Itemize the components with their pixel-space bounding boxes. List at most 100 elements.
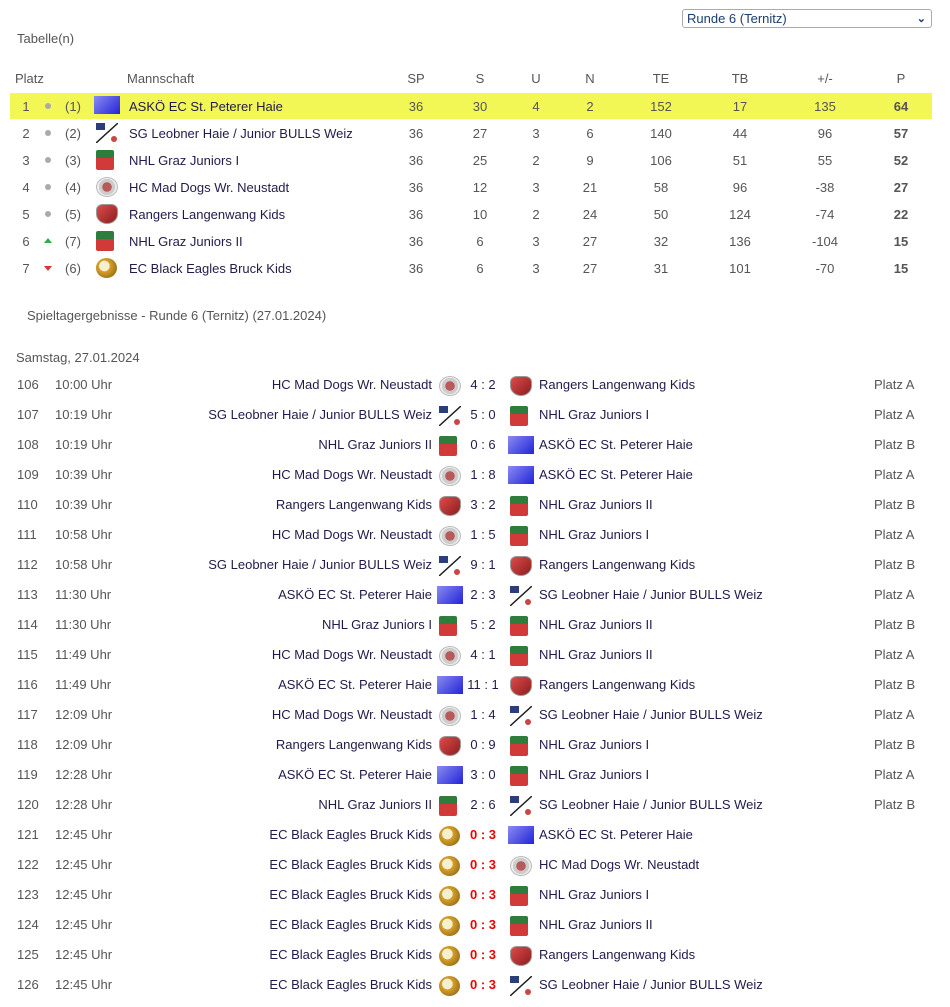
- match-row: 106 10:00 Uhr HC Mad Dogs Wr. Neustadt 4 : …: [0, 376, 950, 407]
- home-team-logo-icon: [439, 496, 461, 516]
- away-team[interactable]: Rangers Langenwang Kids: [539, 677, 696, 692]
- match-number: 115: [17, 647, 38, 662]
- stat-u: 3: [532, 180, 540, 195]
- match-time: 12:09 Uhr: [55, 737, 113, 752]
- away-team[interactable]: SG Leobner Haie / Junior BULLS Weiz: [539, 977, 763, 992]
- away-team[interactable]: NHL Graz Juniors I: [539, 407, 650, 422]
- position: 2: [22, 126, 30, 141]
- stat-te: 152: [650, 99, 672, 114]
- home-team[interactable]: SG Leobner Haie / Junior BULLS Weiz: [208, 557, 432, 572]
- points: 57: [893, 126, 909, 141]
- home-team-logo-icon: [439, 976, 460, 996]
- match-score: 4 : 1: [470, 647, 496, 662]
- trend-up-icon: [44, 238, 52, 243]
- field: Platz B: [874, 557, 916, 572]
- away-team[interactable]: ASKÖ EC St. Peterer Haie: [539, 437, 693, 452]
- away-team[interactable]: NHL Graz Juniors I: [539, 887, 650, 902]
- field: Platz A: [874, 377, 915, 392]
- away-team[interactable]: SG Leobner Haie / Junior BULLS Weiz: [539, 797, 763, 812]
- away-team[interactable]: NHL Graz Juniors II: [539, 647, 653, 662]
- away-team-logo-icon: [510, 706, 532, 726]
- team-logo-icon: [96, 177, 118, 197]
- match-score: 11 : 1: [467, 677, 499, 692]
- team-name[interactable]: HC Mad Dogs Wr. Neustadt: [129, 180, 290, 195]
- match-number: 106: [17, 377, 39, 392]
- home-team[interactable]: Rangers Langenwang Kids: [275, 497, 432, 512]
- team-name[interactable]: SG Leobner Haie / Junior BULLS Weiz: [129, 126, 353, 141]
- away-team[interactable]: NHL Graz Juniors I: [539, 527, 650, 542]
- match-score: 0 : 3: [469, 947, 497, 962]
- stat-te: 32: [653, 234, 669, 249]
- home-team[interactable]: HC Mad Dogs Wr. Neustadt: [271, 707, 432, 722]
- home-team-logo-icon: [437, 766, 463, 784]
- match-score: 0 : 9: [470, 737, 496, 752]
- stat-tb: 101: [729, 261, 751, 276]
- home-team[interactable]: HC Mad Dogs Wr. Neustadt: [271, 467, 432, 482]
- away-team[interactable]: Rangers Langenwang Kids: [539, 377, 696, 392]
- match-time: 12:28 Uhr: [55, 797, 113, 812]
- away-team[interactable]: ASKÖ EC St. Peterer Haie: [539, 827, 693, 842]
- home-team[interactable]: Rangers Langenwang Kids: [275, 737, 432, 752]
- home-team[interactable]: ASKÖ EC St. Peterer Haie: [278, 767, 432, 782]
- match-time: 10:58 Uhr: [55, 557, 113, 572]
- home-team[interactable]: HC Mad Dogs Wr. Neustadt: [271, 527, 432, 542]
- home-team[interactable]: EC Black Eagles Bruck Kids: [269, 947, 432, 962]
- away-team[interactable]: NHL Graz Juniors I: [539, 767, 650, 782]
- away-team[interactable]: Rangers Langenwang Kids: [539, 947, 696, 962]
- field: Platz B: [874, 437, 916, 452]
- round-select[interactable]: Runde 6 (Ternitz) ⌄: [682, 9, 932, 28]
- match-row: 117 12:09 Uhr HC Mad Dogs Wr. Neustadt 1 : …: [0, 706, 950, 737]
- home-team[interactable]: EC Black Eagles Bruck Kids: [269, 917, 432, 932]
- team-logo-icon: [96, 150, 114, 170]
- home-team[interactable]: EC Black Eagles Bruck Kids: [269, 857, 432, 872]
- home-team[interactable]: EC Black Eagles Bruck Kids: [269, 887, 432, 902]
- home-team[interactable]: NHL Graz Juniors II: [318, 437, 432, 452]
- stat-diff: -70: [815, 261, 835, 276]
- home-team[interactable]: HC Mad Dogs Wr. Neustadt: [271, 647, 432, 662]
- stat-n: 2: [586, 99, 594, 114]
- team-name[interactable]: ASKÖ EC St. Peterer Haie: [129, 99, 283, 114]
- away-team[interactable]: HC Mad Dogs Wr. Neustadt: [539, 857, 700, 872]
- team-name[interactable]: Rangers Langenwang Kids: [129, 207, 286, 222]
- home-team[interactable]: EC Black Eagles Bruck Kids: [269, 977, 432, 992]
- away-team[interactable]: NHL Graz Juniors II: [539, 617, 653, 632]
- home-team[interactable]: NHL Graz Juniors I: [321, 617, 432, 632]
- home-team[interactable]: EC Black Eagles Bruck Kids: [269, 827, 432, 842]
- home-team[interactable]: ASKÖ EC St. Peterer Haie: [278, 677, 432, 692]
- previous-position: (1): [65, 99, 81, 114]
- home-team[interactable]: ASKÖ EC St. Peterer Haie: [278, 587, 432, 602]
- away-team-logo-icon: [510, 556, 532, 576]
- match-score: 0 : 3: [469, 887, 497, 902]
- team-name[interactable]: NHL Graz Juniors I: [129, 153, 240, 168]
- field: Platz B: [874, 677, 916, 692]
- field: Platz A: [874, 647, 915, 662]
- away-team[interactable]: NHL Graz Juniors II: [539, 917, 653, 932]
- field: Platz A: [874, 587, 915, 602]
- stat-diff: -104: [811, 234, 839, 249]
- away-team[interactable]: ASKÖ EC St. Peterer Haie: [539, 467, 693, 482]
- away-team-logo-icon: [510, 646, 528, 666]
- team-name[interactable]: NHL Graz Juniors II: [129, 234, 243, 249]
- away-team[interactable]: NHL Graz Juniors I: [539, 737, 650, 752]
- away-team[interactable]: NHL Graz Juniors II: [539, 497, 653, 512]
- stat-u: 3: [532, 234, 540, 249]
- match-row: 110 10:39 Uhr Rangers Langenwang Kids 3 : 2…: [0, 496, 950, 527]
- away-team[interactable]: SG Leobner Haie / Junior BULLS Weiz: [539, 707, 763, 722]
- previous-position: (7): [65, 234, 81, 249]
- team-name[interactable]: EC Black Eagles Bruck Kids: [129, 261, 292, 276]
- header-u: U: [531, 71, 541, 86]
- stat-n: 24: [582, 207, 598, 222]
- header-sp: SP: [407, 71, 425, 86]
- away-team[interactable]: SG Leobner Haie / Junior BULLS Weiz: [539, 587, 763, 602]
- home-team[interactable]: SG Leobner Haie / Junior BULLS Weiz: [208, 407, 432, 422]
- away-team[interactable]: Rangers Langenwang Kids: [539, 557, 696, 572]
- position: 6: [22, 234, 30, 249]
- header-tb: TB: [731, 71, 749, 86]
- home-team-logo-icon: [439, 406, 461, 426]
- home-team[interactable]: HC Mad Dogs Wr. Neustadt: [271, 377, 432, 392]
- home-team[interactable]: NHL Graz Juniors II: [318, 797, 432, 812]
- match-row: 111 10:58 Uhr HC Mad Dogs Wr. Neustadt 1 : …: [0, 526, 950, 557]
- match-time: 10:39 Uhr: [55, 497, 113, 512]
- match-score: 0 : 3: [469, 977, 497, 992]
- trend-same-icon: [45, 211, 51, 217]
